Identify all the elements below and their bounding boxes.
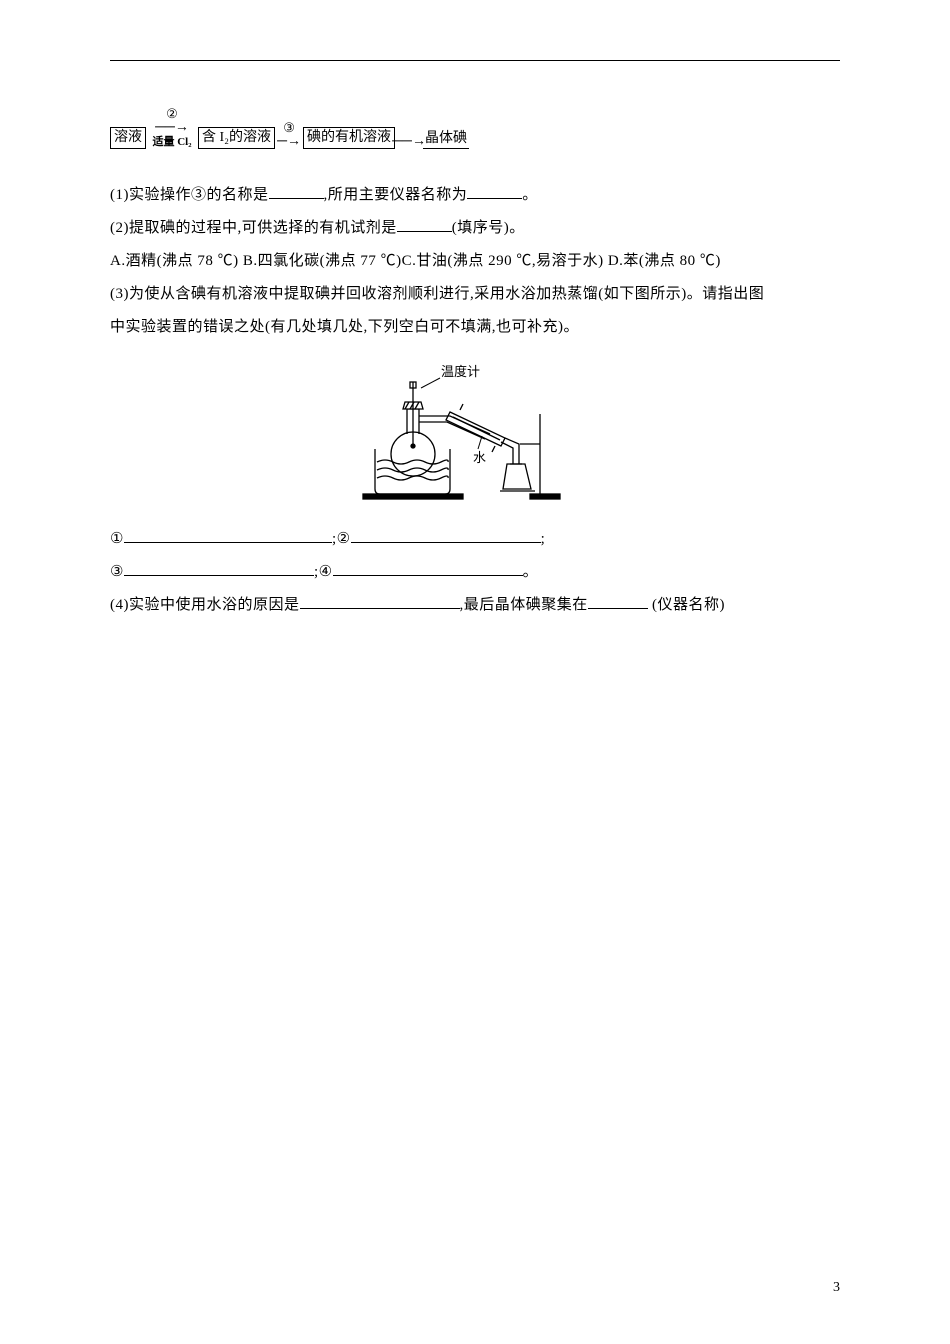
flow-arrow1-top: ② [166, 107, 178, 121]
q4-mid: ,最后晶体碘聚集在 [460, 597, 588, 613]
question-2: (2)提取碘的过程中,可供选择的有机试剂是 (填序号)。 [110, 212, 840, 245]
flow-arrow2-label: ③ [283, 121, 295, 135]
flow-box-1: 溶液 [110, 127, 146, 149]
fill-blank-3 [124, 560, 314, 576]
water-label: 水 [473, 450, 486, 465]
q4-suffix: (仪器名称) [652, 597, 725, 613]
top-rule [110, 60, 840, 61]
fill-end: 。 [523, 564, 539, 580]
distillation-diagram: 温度计 水 [110, 354, 840, 509]
fill-blank-2 [351, 527, 541, 543]
q1-suffix: 。 [522, 187, 538, 203]
fill-row-1: ① ;②; [110, 523, 840, 556]
thermo-label: 温度计 [441, 364, 480, 379]
fill-c3: ③ [110, 564, 124, 580]
fill-row-2: ③ ;④ 。 [110, 556, 840, 589]
flow-box-2: 含 I₂的溶液 [198, 127, 275, 149]
fill-c1: ① [110, 531, 124, 547]
arrow-glyph-1: ──→ [155, 121, 189, 135]
q4-blank-2 [588, 593, 648, 609]
fill-sep1: ;② [332, 531, 351, 547]
fill-blank-1 [124, 527, 314, 543]
question-3-line2: 中实验装置的错误之处(有几处填几处,下列空白可不填满,也可补充)。 [110, 311, 840, 344]
fill-sep2: ;④ [314, 564, 333, 580]
flow-box-3: 碘的有机溶液 [303, 127, 395, 149]
dot-1 [314, 529, 332, 543]
q4-prefix: (4)实验中使用水浴的原因是 [110, 597, 300, 613]
q1-blank-1 [269, 183, 324, 199]
q1-mid: ,所用主要仪器名称为 [324, 187, 468, 203]
question-1: (1)实验操作③的名称是 ,所用主要仪器名称为 。 [110, 179, 840, 212]
flow-arrow-2: ③ ─→ [275, 109, 303, 149]
arrow-glyph-3: ──→ [392, 135, 426, 149]
flow-arrow-3: ──→ [395, 109, 423, 149]
flow-arrow1-bottom: 适量 Cl₂ [152, 135, 191, 149]
page-number: 3 [833, 1280, 840, 1296]
fill-blank-4 [333, 560, 523, 576]
question-2-options: A.酒精(沸点 78 ℃) B.四氯化碳(沸点 77 ℃)C.甘油(沸点 290… [110, 245, 840, 278]
flow-box-4: 晶体碘 [423, 130, 469, 149]
fill-sep1b: ; [541, 531, 546, 547]
flow-chart: 溶液 ② ──→ 适量 Cl₂ 含 I₂的溶液 ③ ─→ 碘的有机溶液 ──→ … [110, 99, 840, 149]
q4-blank-1 [300, 593, 460, 609]
question-4: (4)实验中使用水浴的原因是 ,最后晶体碘聚集在 (仪器名称) [110, 589, 840, 622]
q1-prefix: (1)实验操作③的名称是 [110, 187, 269, 203]
arrow-glyph-2: ─→ [277, 135, 301, 149]
q1-blank-2 [467, 183, 522, 199]
q2-suffix: (填序号)。 [452, 220, 525, 236]
question-3-line1: (3)为使从含碘有机溶液中提取碘并回收溶剂顺利进行,采用水浴加热蒸馏(如下图所示… [110, 278, 840, 311]
flow-arrow-1: ② ──→ 适量 Cl₂ [146, 109, 198, 149]
q2-prefix: (2)提取碘的过程中,可供选择的有机试剂是 [110, 220, 397, 236]
q2-blank [397, 216, 452, 232]
